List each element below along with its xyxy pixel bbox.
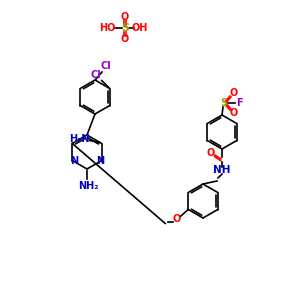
Text: NH: NH — [213, 165, 231, 175]
Text: S: S — [220, 98, 228, 108]
Text: O: O — [172, 214, 180, 224]
Text: N: N — [96, 155, 104, 166]
Text: OH: OH — [132, 23, 148, 33]
Text: O: O — [230, 108, 238, 118]
Text: Cl: Cl — [90, 70, 101, 80]
Text: Cl: Cl — [100, 61, 111, 71]
Text: O: O — [121, 12, 129, 22]
Text: O: O — [121, 34, 129, 44]
Text: O: O — [230, 88, 238, 98]
Text: O: O — [207, 148, 215, 158]
Text: NH₂: NH₂ — [78, 181, 98, 191]
Text: S: S — [121, 23, 129, 33]
Text: F: F — [236, 98, 242, 108]
Text: HO: HO — [99, 23, 115, 33]
Text: N: N — [70, 155, 78, 166]
Text: H₂N: H₂N — [70, 134, 90, 145]
